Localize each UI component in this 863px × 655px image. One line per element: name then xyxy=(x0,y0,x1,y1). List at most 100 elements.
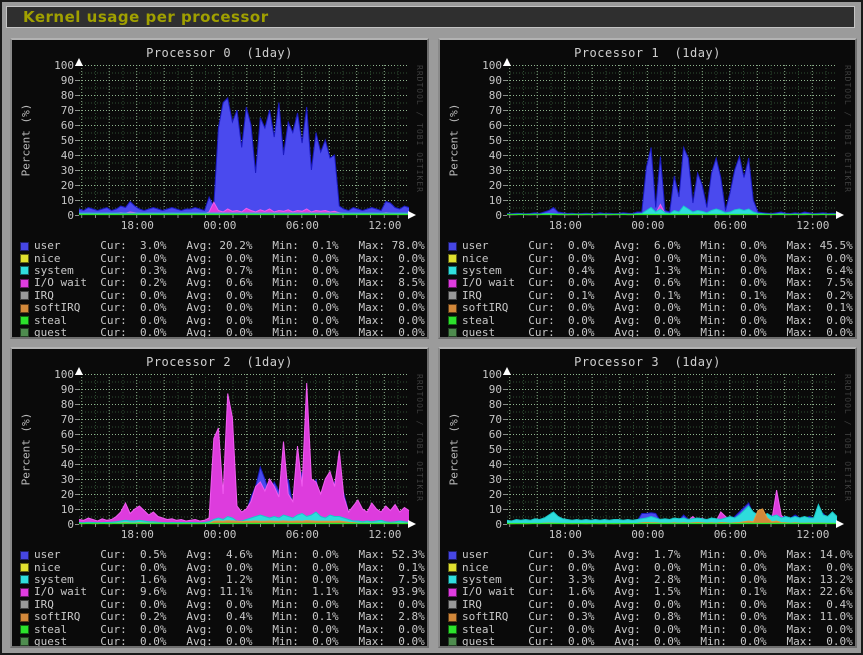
legend-text: steal Cur: 0.0% Avg: 0.0% Min: 0.0% Max:… xyxy=(34,315,425,327)
y-tick-label: 30 xyxy=(38,474,74,486)
legend-text: I/O wait Cur: 1.6% Avg: 1.5% Min: 0.1% M… xyxy=(462,586,853,598)
legend-text: system Cur: 1.6% Avg: 1.2% Min: 0.0% Max… xyxy=(34,574,425,586)
legend-swatch xyxy=(20,588,29,597)
legend-text: IRQ Cur: 0.0% Avg: 0.0% Min: 0.0% Max: 0… xyxy=(462,599,853,611)
x-tick-label: 06:00 xyxy=(286,528,319,541)
legend-row: system Cur: 1.6% Avg: 1.2% Min: 0.0% Max… xyxy=(20,574,425,586)
legend-swatch xyxy=(448,266,457,275)
legend-swatch xyxy=(20,563,29,572)
legend-swatch xyxy=(20,600,29,609)
x-tick-label: 18:00 xyxy=(121,528,154,541)
y-tick-label: 20 xyxy=(38,180,74,192)
rrdtool-watermark: RRDTOOL / TOBI OETIKER xyxy=(843,374,852,530)
legend-text: softIRQ Cur: 0.3% Avg: 0.8% Min: 0.0% Ma… xyxy=(462,611,853,623)
legend-row: I/O wait Cur: 9.6% Avg: 11.1% Min: 1.1% … xyxy=(20,586,425,598)
legend-row: IRQ Cur: 0.0% Avg: 0.0% Min: 0.0% Max: 0… xyxy=(20,290,425,302)
legend-row: user Cur: 0.5% Avg: 4.6% Min: 0.0% Max: … xyxy=(20,549,425,561)
legend-swatch xyxy=(448,304,457,313)
legend-row: I/O wait Cur: 1.6% Avg: 1.5% Min: 0.1% M… xyxy=(448,586,853,598)
chart-canvas xyxy=(507,374,837,524)
legend-text: I/O wait Cur: 0.0% Avg: 0.6% Min: 0.0% M… xyxy=(462,277,853,289)
legend-row: I/O wait Cur: 0.0% Avg: 0.6% Min: 0.0% M… xyxy=(448,277,853,289)
legend-swatch xyxy=(20,304,29,313)
legend-text: nice Cur: 0.0% Avg: 0.0% Min: 0.0% Max: … xyxy=(34,253,425,265)
legend-text: softIRQ Cur: 0.0% Avg: 0.0% Min: 0.0% Ma… xyxy=(34,302,425,314)
y-axis-label: Percent (%) xyxy=(448,104,461,177)
legend-row: I/O wait Cur: 0.2% Avg: 0.6% Min: 0.0% M… xyxy=(20,277,425,289)
chart-title: Processor 0 (1day) xyxy=(12,46,427,60)
window-titlebar: Kernel usage per processor xyxy=(6,6,855,28)
y-tick-label: 100 xyxy=(38,369,74,381)
legend-swatch xyxy=(448,588,457,597)
legend-text: IRQ Cur: 0.1% Avg: 0.1% Min: 0.1% Max: 0… xyxy=(462,290,853,302)
legend-swatch xyxy=(448,625,457,634)
y-tick-label: 30 xyxy=(466,474,502,486)
y-tick-label: 30 xyxy=(466,165,502,177)
legend-swatch xyxy=(20,291,29,300)
legend-row: user Cur: 3.0% Avg: 20.2% Min: 0.1% Max:… xyxy=(20,240,425,252)
legend-row: system Cur: 3.3% Avg: 2.8% Min: 0.0% Max… xyxy=(448,574,853,586)
legend-text: I/O wait Cur: 0.2% Avg: 0.6% Min: 0.0% M… xyxy=(34,277,425,289)
y-tick-label: 100 xyxy=(466,60,502,72)
chart-legend: user Cur: 0.5% Avg: 4.6% Min: 0.0% Max: … xyxy=(20,549,425,648)
y-tick-label: 60 xyxy=(38,429,74,441)
legend-text: guest Cur: 0.0% Avg: 0.0% Min: 0.0% Max:… xyxy=(34,636,425,648)
rrdtool-watermark: RRDTOOL / TOBI OETIKER xyxy=(843,65,852,221)
x-tick-label: 00:00 xyxy=(203,528,236,541)
y-axis-label: Percent (%) xyxy=(20,413,33,486)
y-tick-label: 10 xyxy=(466,195,502,207)
y-tick-label: 100 xyxy=(466,369,502,381)
legend-swatch xyxy=(20,279,29,288)
legend-text: guest Cur: 0.0% Avg: 0.0% Min: 0.0% Max:… xyxy=(462,327,853,339)
y-tick-label: 70 xyxy=(38,105,74,117)
processor-3-panel: Processor 3 (1day) Percent (%) 010203040… xyxy=(438,347,857,648)
legend-row: steal Cur: 0.0% Avg: 0.0% Min: 0.0% Max:… xyxy=(448,314,853,326)
y-tick-label: 0 xyxy=(38,210,74,222)
legend-swatch xyxy=(448,242,457,251)
legend-swatch xyxy=(20,266,29,275)
legend-row: nice Cur: 0.0% Avg: 0.0% Min: 0.0% Max: … xyxy=(20,252,425,264)
legend-swatch xyxy=(20,625,29,634)
y-tick-label: 100 xyxy=(38,60,74,72)
legend-swatch xyxy=(448,575,457,584)
legend-swatch xyxy=(20,637,29,646)
legend-text: IRQ Cur: 0.0% Avg: 0.0% Min: 0.0% Max: 0… xyxy=(34,290,425,302)
legend-row: IRQ Cur: 0.1% Avg: 0.1% Min: 0.1% Max: 0… xyxy=(448,290,853,302)
legend-text: system Cur: 3.3% Avg: 2.8% Min: 0.0% Max… xyxy=(462,574,853,586)
x-tick-label: 00:00 xyxy=(203,219,236,232)
rrdtool-watermark: RRDTOOL / TOBI OETIKER xyxy=(415,65,424,221)
y-tick-label: 90 xyxy=(466,75,502,87)
y-tick-label: 30 xyxy=(38,165,74,177)
y-axis-label: Percent (%) xyxy=(20,104,33,177)
y-tick-label: 80 xyxy=(466,399,502,411)
y-tick-label: 60 xyxy=(466,429,502,441)
y-tick-label: 40 xyxy=(466,459,502,471)
y-tick-label: 60 xyxy=(38,120,74,132)
y-tick-label: 0 xyxy=(466,519,502,531)
legend-text: steal Cur: 0.0% Avg: 0.0% Min: 0.0% Max:… xyxy=(462,624,853,636)
legend-row: softIRQ Cur: 0.0% Avg: 0.0% Min: 0.0% Ma… xyxy=(448,302,853,314)
legend-row: softIRQ Cur: 0.3% Avg: 0.8% Min: 0.0% Ma… xyxy=(448,611,853,623)
legend-text: user Cur: 0.3% Avg: 1.7% Min: 0.0% Max: … xyxy=(462,549,853,561)
legend-swatch xyxy=(20,328,29,337)
chart-canvas xyxy=(79,374,409,524)
processor-2-panel: Processor 2 (1day) Percent (%) 010203040… xyxy=(10,347,429,648)
y-tick-label: 90 xyxy=(38,384,74,396)
y-tick-label: 80 xyxy=(466,90,502,102)
legend-row: system Cur: 0.3% Avg: 0.7% Min: 0.0% Max… xyxy=(20,265,425,277)
y-tick-label: 70 xyxy=(466,105,502,117)
legend-text: softIRQ Cur: 0.0% Avg: 0.0% Min: 0.0% Ma… xyxy=(462,302,853,314)
legend-swatch xyxy=(20,254,29,263)
legend-swatch xyxy=(20,316,29,325)
chart-title: Processor 2 (1day) xyxy=(12,355,427,369)
legend-row: IRQ Cur: 0.0% Avg: 0.0% Min: 0.0% Max: 0… xyxy=(448,599,853,611)
legend-row: softIRQ Cur: 0.2% Avg: 0.4% Min: 0.1% Ma… xyxy=(20,611,425,623)
legend-text: user Cur: 0.5% Avg: 4.6% Min: 0.0% Max: … xyxy=(34,549,425,561)
chart-title: Processor 3 (1day) xyxy=(440,355,855,369)
legend-swatch xyxy=(448,613,457,622)
legend-row: softIRQ Cur: 0.0% Avg: 0.0% Min: 0.0% Ma… xyxy=(20,302,425,314)
processor-0-panel: Processor 0 (1day) Percent (%) 010203040… xyxy=(10,38,429,339)
y-tick-label: 70 xyxy=(466,414,502,426)
legend-row: user Cur: 0.0% Avg: 6.0% Min: 0.0% Max: … xyxy=(448,240,853,252)
legend-text: user Cur: 3.0% Avg: 20.2% Min: 0.1% Max:… xyxy=(34,240,425,252)
